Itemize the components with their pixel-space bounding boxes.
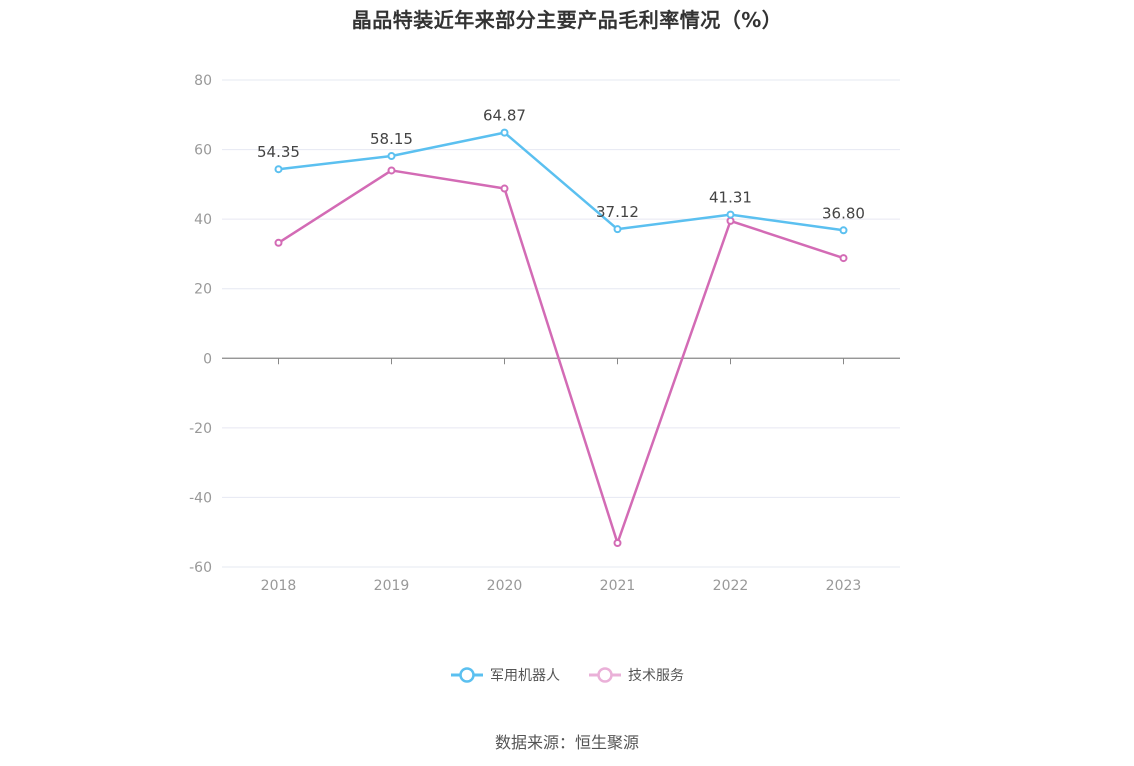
data-point-series-1 [839,254,848,263]
data-point-series-1 [613,538,622,547]
y-tick-label: -40 [189,490,212,506]
data-point-series-1 [274,238,283,247]
x-tick-label: 2021 [600,578,636,594]
data-point-series-0 [500,128,509,137]
series-line-0 [278,131,844,232]
y-tick-label: 0 [203,351,212,367]
data-point-series-0 [613,225,622,234]
y-tick-label: 60 [194,143,212,159]
y-tick-label: -60 [189,560,212,576]
legend-item-series-1[interactable]: 技术服务 [588,664,684,686]
data-point-series-0 [726,210,735,219]
legend-marker-series-1 [589,667,621,683]
x-axis: 2018 2019 2020 2021 2022 2023 [222,357,900,594]
y-tick-label: -20 [189,421,212,437]
data-point-series-0 [839,226,848,235]
y-tick-label: 80 [194,73,212,89]
data-label-series-0: 37.12 [596,203,639,221]
legend-item-series-0[interactable]: 军用机器人 [450,664,560,686]
data-point-series-1 [726,216,735,225]
data-point-series-1 [500,184,509,193]
series-lines [274,128,848,547]
y-tick-label: 20 [194,282,212,298]
source-note: 数据来源：恒生聚源 [494,733,639,752]
legend-label-series-1: 技术服务 [628,668,684,684]
data-label-series-0: 54.35 [257,143,300,161]
grid-lines [222,79,900,568]
y-tick-label: 40 [194,212,212,228]
data-point-series-0 [274,165,283,174]
chart-title: 晶品特装近年来部分主要产品毛利率情况（%） [351,8,783,32]
x-tick-label: 2020 [487,578,523,594]
y-axis: 80 60 40 20 0 -20 -40 -60 [189,73,212,576]
data-label-series-0: 58.15 [370,130,413,148]
series-line-1 [277,169,844,545]
data-label-series-0: 41.31 [709,189,752,207]
legend-label-series-0: 军用机器人 [490,668,560,684]
x-tick-label: 2019 [374,578,410,594]
x-tick-label: 2022 [713,578,749,594]
data-point-series-0 [387,152,396,161]
legend: 军用机器人 技术服务 [0,664,1134,686]
data-label-series-0: 64.87 [483,107,526,125]
x-tick-label: 2018 [261,578,297,594]
legend-marker-series-0 [451,667,483,683]
data-labels: 54.35 58.15 64.87 37.12 41.31 36.80 [257,107,865,223]
data-point-series-1 [387,166,396,175]
data-label-series-0: 36.80 [822,204,865,222]
x-tick-label: 2023 [826,578,862,594]
